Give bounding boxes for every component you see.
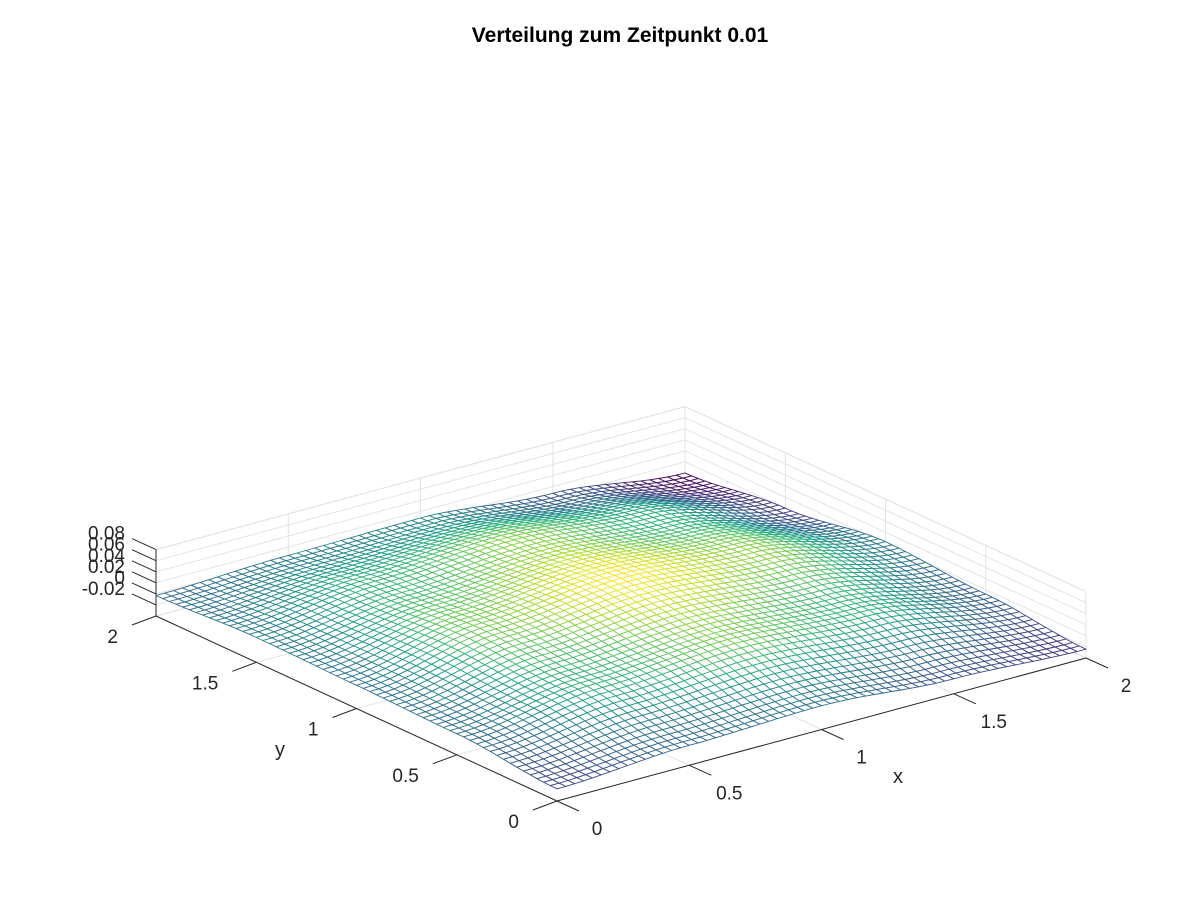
y-tick — [232, 661, 257, 672]
z-tick-label: 0.06 — [88, 535, 125, 556]
surface-mesh — [155, 472, 1087, 790]
y-tick — [532, 800, 558, 811]
grid-line — [684, 417, 1087, 604]
y-tick-label: 0 — [508, 812, 519, 833]
z-tick-label: 0.04 — [88, 546, 125, 567]
z-tick — [131, 571, 157, 584]
x-tick-label: 1.5 — [981, 712, 1007, 733]
z-tick-label: 0 — [114, 568, 125, 589]
x-tick — [689, 764, 712, 776]
y-tick-label: 1.5 — [192, 673, 218, 694]
x-tick-label: 0 — [592, 819, 603, 840]
y-tick-label: 0.5 — [392, 766, 418, 787]
grid-line — [684, 428, 1087, 615]
mesh-cell — [549, 782, 567, 790]
z-tick — [131, 593, 157, 606]
y-tick-label: 2 — [107, 627, 118, 648]
grid-line — [155, 439, 686, 584]
axes — [131, 538, 1109, 812]
z-tick — [131, 549, 157, 562]
grid-line — [155, 417, 686, 562]
x-tick — [1085, 657, 1109, 669]
z-tick — [131, 538, 157, 551]
x-axis-label: x — [893, 766, 903, 788]
z-tick-label: 0.02 — [88, 557, 125, 578]
y-tick — [131, 615, 157, 626]
chart-title: Verteilung zum Zeitpunkt 0.01 — [472, 24, 769, 47]
x-tick — [953, 693, 977, 705]
x-tick-label: 2 — [1121, 676, 1132, 697]
y-axis-label: y — [275, 739, 285, 761]
y-tick-label: 1 — [308, 720, 319, 741]
y-tick — [332, 708, 357, 718]
z-tick — [131, 560, 157, 573]
x-tick — [556, 800, 580, 812]
x-tick — [821, 729, 844, 740]
grid-line — [155, 406, 686, 551]
grid-line — [684, 406, 1087, 593]
z-tick — [131, 582, 157, 595]
grid-line — [155, 428, 686, 573]
z-tick-label: 0.08 — [88, 524, 125, 545]
x-tick-label: 0.5 — [716, 783, 742, 804]
y-tick — [432, 754, 457, 765]
z-tick-label: -0.02 — [82, 579, 125, 600]
x-tick-label: 1 — [856, 748, 867, 769]
grid-line — [684, 439, 1087, 626]
